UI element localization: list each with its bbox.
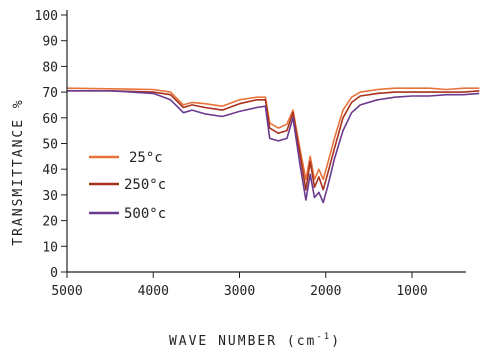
legend-label-2: 500°c (124, 206, 166, 222)
y-tick-label: 80 (42, 60, 58, 75)
y-ticks: 0 10 20 30 40 50 60 70 80 90 100 (35, 9, 67, 281)
series-line-0 (66, 87, 480, 181)
x-tick-label: 2000 (310, 284, 341, 299)
x-tick-label: 5000 (51, 284, 82, 299)
axes (66, 10, 466, 273)
legend-label-1: 250°c (124, 177, 166, 193)
y-tick-label: 10 (42, 240, 58, 255)
series-line-1 (67, 90, 480, 191)
y-tick-label: 70 (42, 86, 58, 101)
legend: 25°c 250°c 500°c (89, 150, 166, 222)
y-tick-label: 50 (42, 138, 58, 153)
y-tick-label: 60 (42, 112, 58, 127)
y-tick-label: 20 (42, 215, 58, 230)
y-tick-label: 40 (42, 163, 58, 178)
y-tick-label: 30 (42, 189, 58, 204)
x-axis-title-sup: -1 (316, 332, 331, 342)
series-line-2 (67, 90, 480, 204)
x-axis-title-main: WAVE NUMBER (cm (169, 334, 316, 349)
legend-label-0: 25°c (129, 150, 163, 166)
x-tick-label: 1000 (396, 284, 427, 299)
y-axis-title: TRANSMITTANCE % (11, 98, 26, 245)
x-axis-title: WAVE NUMBER (cm-1) (169, 332, 341, 349)
x-axis-title-close: ) (331, 334, 341, 349)
y-tick-label: 90 (42, 35, 58, 50)
y-tick-label: 0 (50, 266, 58, 281)
x-tick-label: 4000 (138, 284, 169, 299)
x-ticks: 5000 4000 3000 2000 1000 (51, 272, 428, 299)
plot-lines (66, 87, 480, 204)
y-tick-label: 100 (35, 9, 58, 24)
x-tick-label: 3000 (224, 284, 255, 299)
